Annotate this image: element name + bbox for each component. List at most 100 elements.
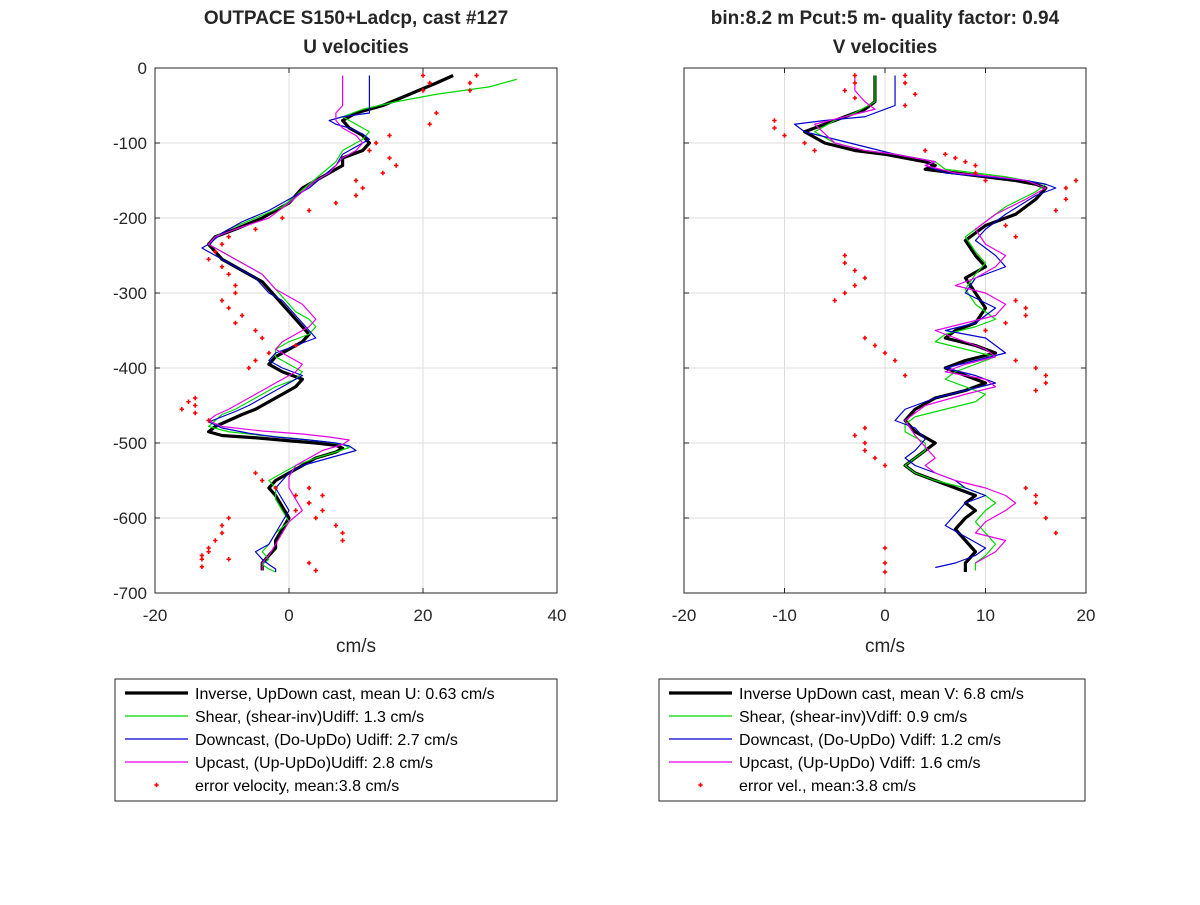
u-error-point [353, 193, 359, 198]
v-panel-subtitle: V velocities [833, 37, 938, 58]
u-error-point [206, 549, 211, 554]
v-error-point [983, 178, 988, 183]
u-error-point [306, 560, 312, 566]
v-legend-items: Inverse UpDown cast, mean V: 6.8 cm/s She… [669, 686, 1024, 795]
u-error-point [219, 530, 225, 536]
u-error-point [199, 564, 205, 569]
u-error-point [387, 155, 392, 161]
u-error-point [213, 538, 218, 543]
v-error-point [812, 148, 817, 153]
v-legend: Inverse UpDown cast, mean V: 6.8 cm/s She… [658, 678, 1086, 802]
v-error-point [1033, 365, 1038, 371]
u-error-point [246, 365, 251, 371]
v-error-point [1033, 500, 1038, 506]
v-error-point [892, 358, 898, 363]
v-error-point [852, 268, 858, 273]
v-error-point [882, 463, 888, 468]
u-legend-items: Inverse, UpDown cast, mean U: 0.63 cm/s S… [125, 686, 495, 795]
u-error-point [333, 523, 339, 528]
u-error-point [233, 290, 238, 296]
v-axis-tick-labels: -20 -10 0 10 20 [672, 606, 1096, 625]
v-legend-label: Inverse UpDown cast, mean V: 6.8 cm/s [739, 686, 1024, 703]
u-error-point [394, 163, 399, 168]
v-error-point [1043, 373, 1048, 378]
v-error-point [953, 155, 958, 161]
v-legend-swatch [698, 782, 703, 788]
v-error-point [1053, 530, 1059, 536]
v-error-point [782, 133, 787, 138]
v-legend-label: Upcast, (Up-UpDo) Vdiff: 1.6 cm/s [739, 755, 981, 772]
u-error-point [380, 170, 385, 176]
v-series-line-0 [802, 75, 1048, 572]
u-error-point [233, 283, 238, 288]
v-x-axis-label: cm/s [865, 636, 905, 657]
u-error-point [340, 530, 345, 536]
u-error-point [226, 557, 231, 562]
v-error-point [842, 88, 847, 93]
u-error-point [387, 133, 392, 138]
u-error-point [306, 208, 312, 213]
u-x-axis-label: cm/s [336, 636, 376, 657]
u-error-point [420, 73, 426, 78]
v-error-point [772, 118, 777, 123]
v-error-point [912, 92, 918, 97]
v-error-point [1043, 380, 1048, 386]
v-error-point [1063, 185, 1069, 191]
u-velocities-panel: OUTPACE S150+Ladcp, cast #127 U velociti… [113, 8, 567, 802]
u-legend-label: error velocity, mean:3.8 cm/s [195, 778, 399, 795]
u-error-point [434, 110, 439, 116]
v-error-point [852, 73, 858, 78]
u-plot-area [155, 68, 557, 593]
v-error-point [862, 448, 868, 453]
u-series-group [179, 73, 517, 573]
u-x-tick-label: 0 [284, 606, 293, 625]
u-y-tick-label: -600 [113, 509, 147, 528]
v-x-tick-label: -10 [772, 606, 797, 625]
u-error-point [313, 515, 318, 521]
v-error-point [1043, 515, 1048, 521]
v-error-point [852, 95, 858, 101]
v-legend-label: Downcast, (Do-UpDo) Vdiff: 1.2 cm/s [739, 732, 1001, 749]
v-error-point [902, 103, 908, 108]
v-error-point [772, 125, 777, 131]
u-y-tick-label: -200 [113, 209, 147, 228]
u-legend-box [114, 678, 558, 802]
u-x-tick-label: -20 [143, 606, 168, 625]
u-x-tick-label: 40 [548, 606, 567, 625]
v-legend-label: error vel., mean:3.8 cm/s [739, 778, 916, 795]
v-error-point [852, 433, 858, 438]
u-tick-marks [154, 67, 558, 594]
u-error-point [280, 215, 285, 221]
u-error-point [467, 88, 473, 93]
v-error-point [943, 152, 948, 157]
u-error-point [219, 298, 225, 303]
v-error-point [973, 170, 978, 176]
v-error-point [842, 290, 847, 296]
u-legend-label: Shear, (shear-inv)Udiff: 1.3 cm/s [195, 709, 424, 726]
v-legend-label: Shear, (shear-inv)Vdiff: 0.9 cm/s [739, 709, 967, 726]
v-x-tick-label: -20 [672, 606, 697, 625]
v-series-line-3 [814, 75, 1047, 564]
u-y-tick-label: -700 [113, 584, 147, 603]
v-error-point [923, 148, 928, 153]
u-x-tick-label: 20 [414, 606, 433, 625]
u-error-point [340, 538, 345, 543]
v-error-point [1003, 320, 1008, 326]
u-error-point [427, 80, 432, 86]
v-error-point [862, 335, 868, 341]
u-error-point [313, 568, 318, 573]
u-error-point [353, 178, 359, 183]
u-error-point [253, 227, 258, 232]
u-error-point [293, 508, 298, 513]
u-error-point [367, 148, 372, 153]
v-error-point [882, 569, 888, 575]
v-legend-box [658, 678, 1086, 802]
v-error-point [983, 328, 988, 333]
v-error-point [1013, 234, 1018, 239]
v-error-point [1053, 208, 1059, 213]
v-error-point [1003, 223, 1008, 228]
u-error-point [306, 500, 312, 506]
v-error-point [1033, 493, 1038, 498]
u-error-point [206, 257, 211, 262]
